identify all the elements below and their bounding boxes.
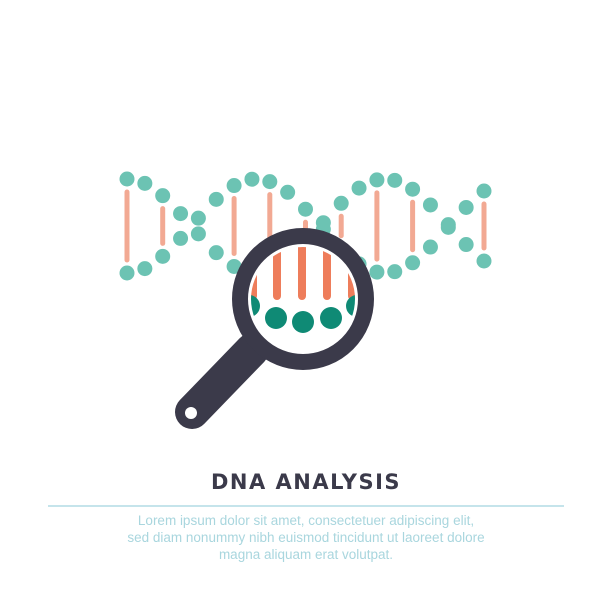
dna-dot (173, 206, 189, 222)
dna-dot (226, 258, 242, 274)
magnified-rung (298, 247, 306, 300)
magnified-dot (320, 307, 342, 329)
description-line: magna aliquam erat volutpat. (218, 547, 394, 562)
dna-dot (119, 265, 135, 281)
dna-dot (244, 171, 260, 187)
magnifier-ring (232, 228, 374, 370)
dna-dot (226, 178, 242, 194)
magnified-dot (346, 295, 355, 317)
dna-dot (190, 210, 206, 226)
dna-dot (369, 264, 385, 280)
dna-dot (190, 226, 206, 242)
page-title: DNA ANALYSIS (210, 470, 402, 494)
dna-dot (369, 172, 385, 188)
magnified-dot (251, 295, 260, 317)
dna-dot (208, 191, 224, 207)
handle-hole (185, 407, 197, 419)
magnifying-glass-icon (175, 228, 374, 429)
dna-dot (476, 183, 492, 199)
dna-dot (422, 239, 438, 255)
dna-dot (137, 261, 153, 277)
dna-dot (155, 188, 171, 204)
dna-dot (119, 171, 135, 187)
dna-helix-icon (119, 171, 492, 281)
dna-dot (262, 174, 278, 190)
dna-dot (333, 195, 349, 211)
dna-dot (298, 201, 313, 217)
dna-dot (208, 245, 224, 261)
dna-dot (405, 255, 421, 271)
dna-dot (440, 219, 456, 235)
dna-dot (351, 180, 367, 196)
magnifier-handle (175, 333, 269, 429)
description-line: Lorem ipsum dolor sit amet, consectetuer… (137, 513, 475, 528)
dna-dot (458, 237, 474, 253)
dna-dot (173, 230, 189, 246)
divider-line (48, 505, 564, 507)
dna-dot (280, 184, 296, 200)
magnified-dot (292, 311, 314, 333)
dna-dot (458, 199, 474, 215)
description-line: sed diam nonummy nibh euismod tincidunt … (127, 530, 485, 545)
description-text: Lorem ipsum dolor sit amet, consectetuer… (56, 512, 556, 563)
dna-dot (387, 172, 403, 188)
dna-dot (476, 253, 492, 269)
dna-dot (387, 264, 403, 280)
dna-dot (137, 175, 153, 191)
magnified-dot (265, 307, 287, 329)
dna-dot (405, 181, 421, 197)
dna-dot (155, 248, 171, 264)
dna-dot (422, 197, 438, 213)
